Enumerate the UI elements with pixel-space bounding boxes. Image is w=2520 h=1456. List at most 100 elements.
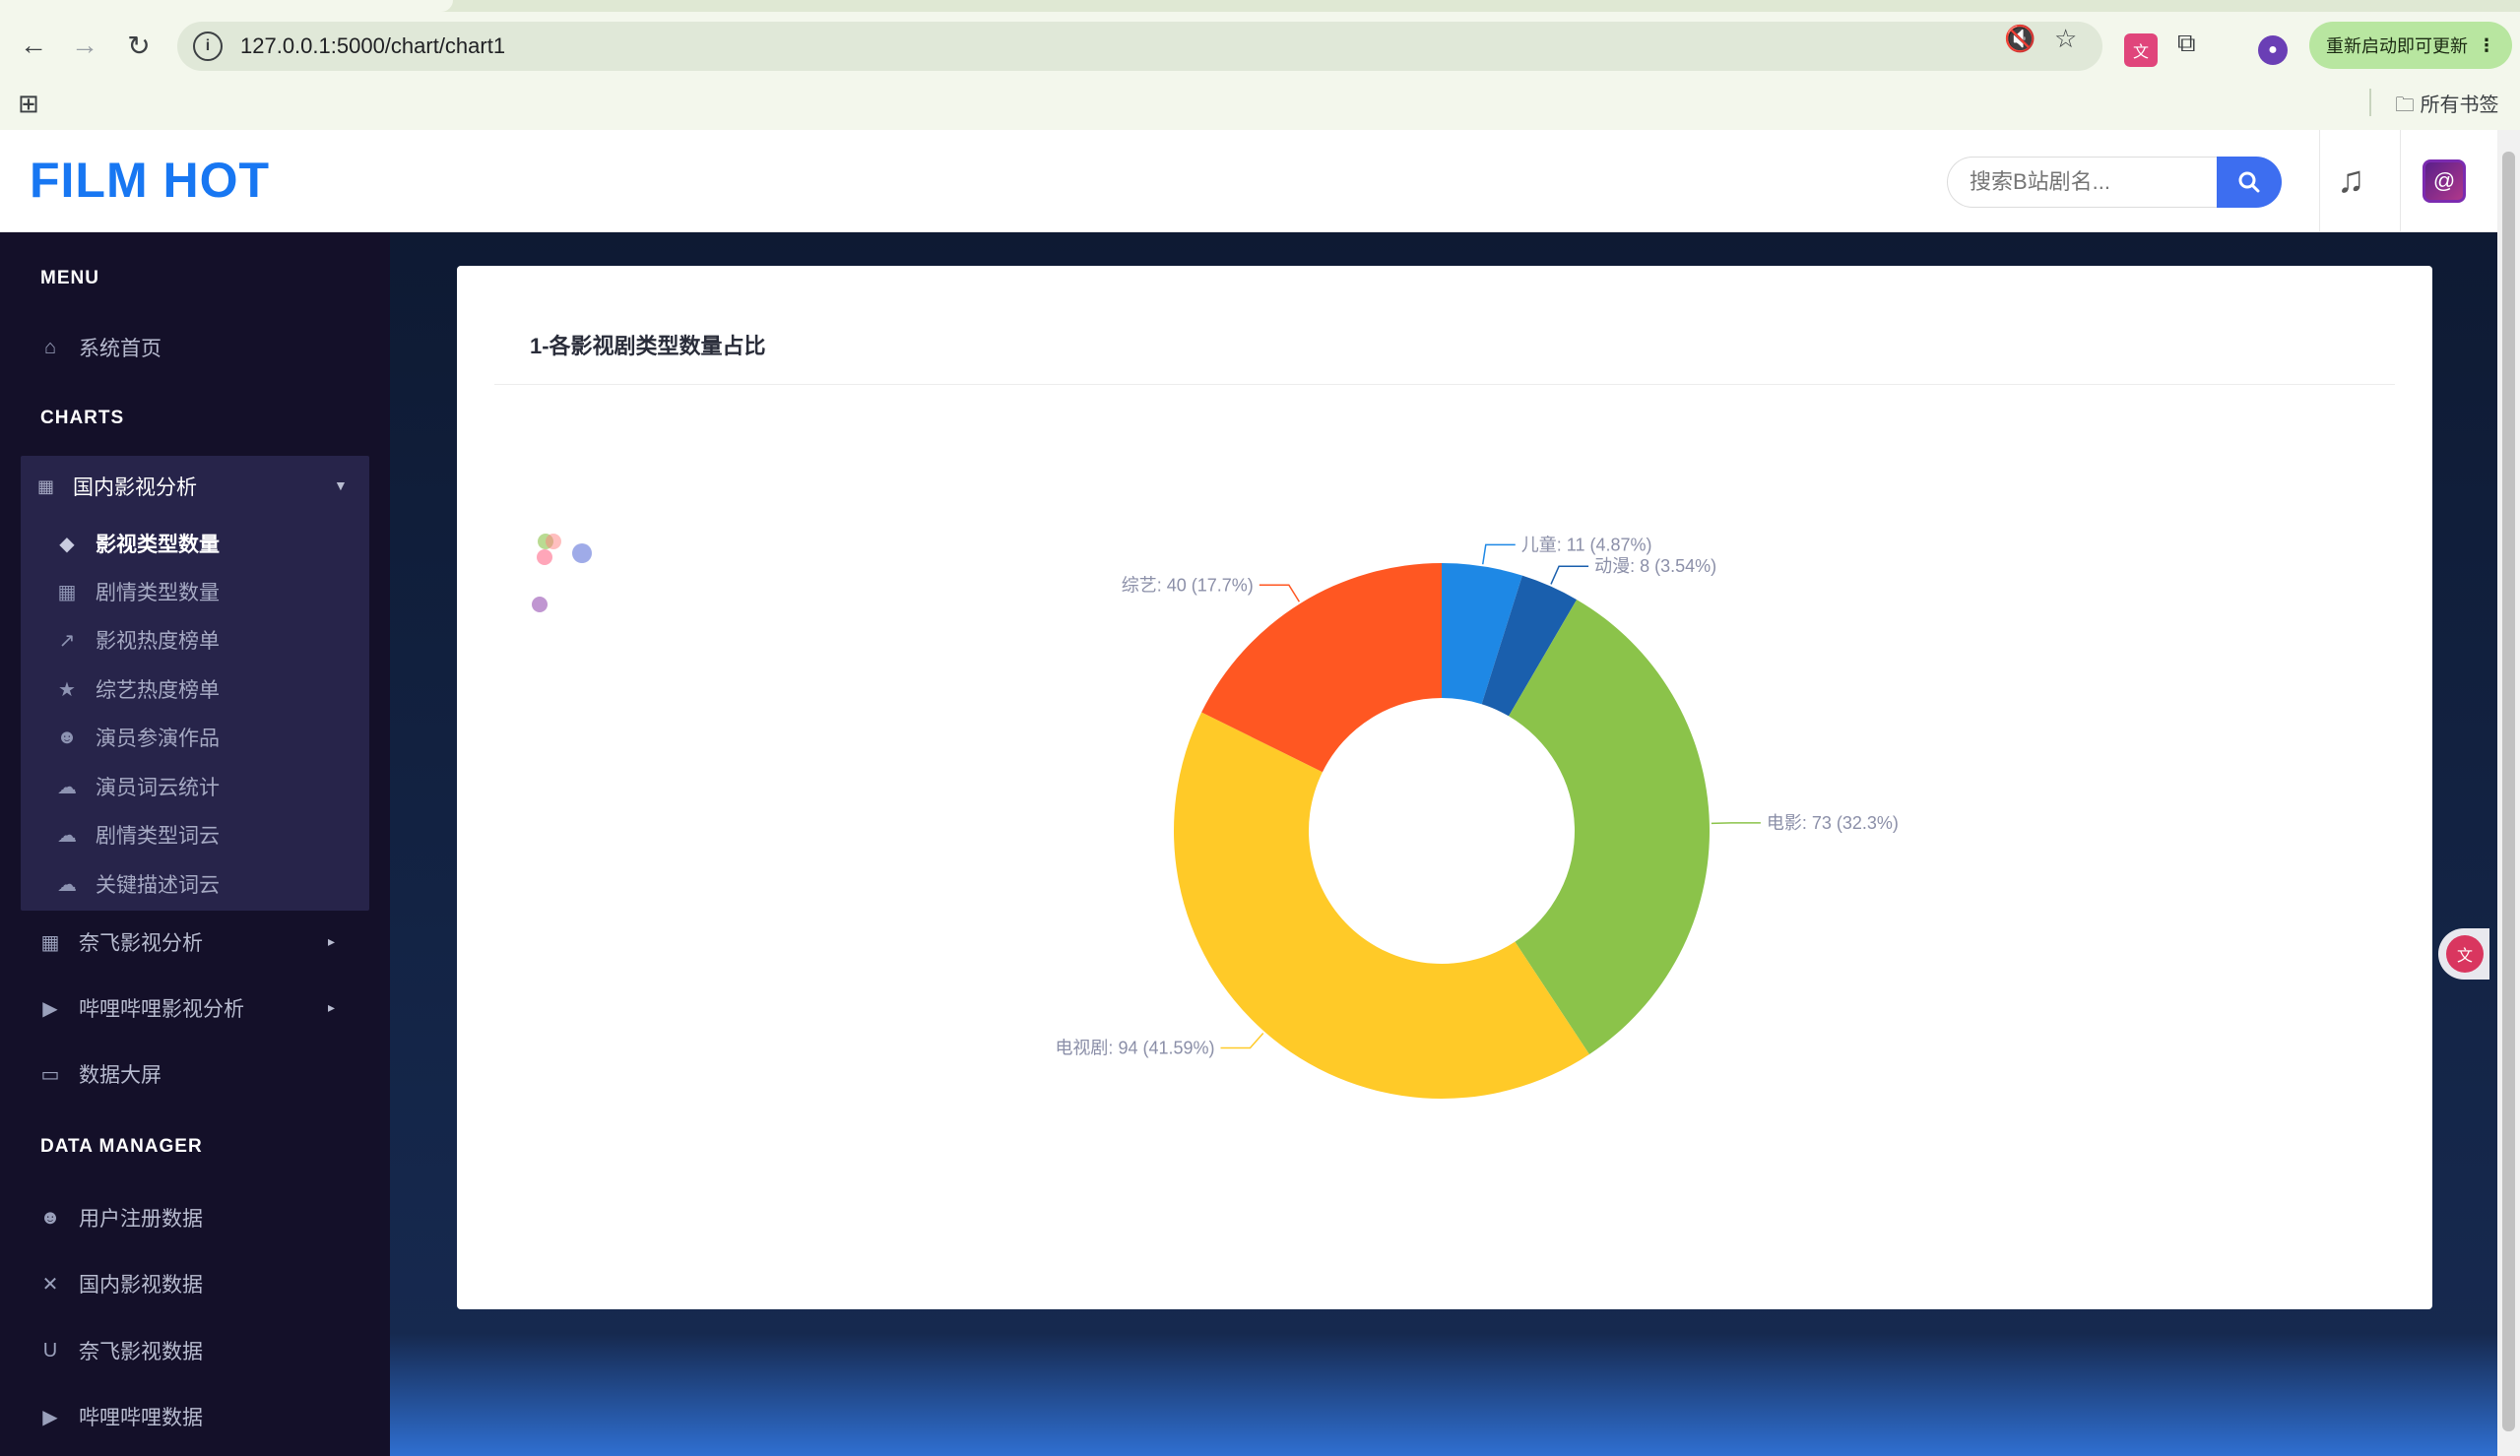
sidebar-item-netflix-data[interactable]: U 奈飞影视数据 — [37, 1336, 203, 1365]
app-header: FILM HOT ♫ @ — [0, 130, 2497, 232]
app-logo[interactable]: FILM HOT — [30, 153, 271, 208]
sidebar-item-actor-works[interactable]: ☻ 演员参演作品 — [54, 723, 220, 752]
donut-chart[interactable]: 儿童: 11 (4.87%) 动漫: 8 (3.54%) 电影: 73 (32.3%… — [457, 266, 2432, 1309]
muted-speaker-icon[interactable]: 🔇 — [2004, 24, 2036, 53]
sidebar-item-label: 演员参演作品 — [96, 728, 220, 750]
tab-strip — [0, 0, 2520, 12]
decor-dot — [532, 597, 548, 612]
extensions-puzzle-icon[interactable]: ⧉ — [2177, 28, 2196, 57]
update-button[interactable]: 重新启动即可更新 ⋮ — [2309, 22, 2512, 69]
pie-leader-line-3 — [1711, 822, 1761, 825]
sidebar-item-home[interactable]: ⌂ 系统首页 — [37, 333, 162, 362]
card-divider — [494, 384, 2395, 385]
sidebar-item-domestic-data[interactable]: ✕ 国内影视数据 — [37, 1269, 203, 1298]
address-url[interactable]: 127.0.0.1:5000/chart/chart1 — [240, 33, 506, 58]
reload-icon[interactable]: ↻ — [127, 30, 151, 61]
cloud-icon: ☁ — [57, 873, 77, 896]
header-separator — [2319, 130, 2320, 232]
sidebar-item-bilibili-data[interactable]: ▶ 哔哩哔哩数据 — [37, 1402, 203, 1431]
music-note-icon[interactable]: ♫ — [2337, 159, 2365, 201]
main-content: 1-各影视剧类型数量占比 儿童: 11 (4.87%) 动漫: 8 (3.54%)… — [390, 232, 2497, 1456]
profile-avatar-icon[interactable]: ● — [2258, 35, 2288, 65]
sidebar-item-label: 奈飞影视数据 — [79, 1341, 203, 1363]
monitor-icon: ▭ — [40, 1063, 60, 1086]
sidebar-item-label: 演员词云统计 — [96, 777, 220, 799]
forward-arrow-icon[interactable]: → — [71, 30, 98, 60]
sidebar-item-plot-wordcloud[interactable]: ☁ 剧情类型词云 — [54, 820, 220, 850]
translate-extension-icon[interactable]: 文 — [2124, 33, 2158, 67]
site-info-icon[interactable]: i — [193, 32, 223, 61]
sidebar-item-label: 关键描述词云 — [96, 874, 220, 897]
play-circle-icon: ▶ — [42, 997, 58, 1020]
back-arrow-icon[interactable]: ← — [20, 30, 47, 60]
pie-slice-1[interactable] — [1442, 563, 1522, 705]
pie-labels: 儿童: 11 (4.87%) 动漫: 8 (3.54%) 电影: 73 (32.3%… — [1055, 535, 1898, 1057]
floating-translate-button[interactable]: 文 — [2438, 928, 2489, 980]
bookmark-star-icon[interactable]: ☆ — [2054, 24, 2078, 53]
caret-down-icon: ▼ — [334, 477, 348, 493]
sidebar-item-type-count[interactable]: ◆ 影视类型数量 — [54, 529, 220, 558]
update-button-label: 重新启动即可更新 — [2326, 36, 2468, 56]
sidebar-item-label: 影视类型数量 — [96, 534, 220, 556]
folder-icon: 🗀 — [2395, 95, 2415, 116]
sidebar-item-popularity-ranking[interactable]: ↗ 影视热度榜单 — [54, 625, 220, 655]
pie-leader-line-4 — [1220, 1032, 1264, 1049]
pie-label-3: 电影: 73 (32.3%) — [1767, 813, 1899, 833]
users-icon: ☻ — [56, 726, 78, 748]
bookmarks-separator — [2369, 89, 2371, 116]
play-circle-icon: ▶ — [42, 1406, 58, 1428]
sidebar-item-label: 影视热度榜单 — [96, 630, 220, 653]
decor-dot — [537, 549, 552, 565]
magnet-icon: U — [42, 1339, 58, 1361]
sidebar-item-keyword-wordcloud[interactable]: ☁ 关键描述词云 — [54, 869, 220, 899]
sidebar: MENU ⌂ 系统首页 CHARTS ▦ 国内影视分析 ▼ ◆ 影视类型数量 ▦… — [0, 232, 390, 1456]
expand-icon: ✕ — [41, 1273, 59, 1296]
star-icon: ★ — [58, 678, 76, 701]
pie-slices — [1174, 563, 1710, 1099]
pie-slice-5[interactable] — [1201, 563, 1442, 773]
sidebar-item-label: 用户注册数据 — [79, 1208, 203, 1231]
pie-slice-4[interactable] — [1174, 712, 1589, 1099]
sidebar-item-label: 数据大屏 — [79, 1064, 162, 1087]
user-avatar[interactable]: @ — [2423, 159, 2466, 203]
sidebar-item-user-data[interactable]: ☻ 用户注册数据 — [37, 1203, 203, 1233]
pie-leader-line-1 — [1481, 543, 1516, 565]
sidebar-group-label: 国内影视分析 — [73, 476, 197, 499]
address-bar[interactable]: i 127.0.0.1:5000/chart/chart1 — [177, 22, 2102, 71]
pie-slice-3[interactable] — [1509, 600, 1710, 1054]
sidebar-item-variety-ranking[interactable]: ★ 综艺热度榜单 — [54, 674, 220, 704]
page-scrollbar[interactable] — [2497, 130, 2520, 1456]
pie-slice-2[interactable] — [1481, 575, 1578, 717]
card-title: 1-各影视剧类型数量占比 — [530, 334, 766, 358]
film-icon: ▦ — [37, 475, 55, 496]
active-tab[interactable] — [0, 0, 453, 12]
all-bookmarks[interactable]: 🗀 所有书签 — [2395, 89, 2499, 124]
search-icon — [2238, 171, 2260, 193]
sidebar-group-netflix[interactable]: ▦ 奈飞影视分析 — [37, 927, 203, 957]
users-icon: ☻ — [39, 1206, 61, 1229]
caret-right-icon: ▸ — [328, 999, 336, 1015]
sidebar-item-label: 哔哩哔哩数据 — [79, 1407, 203, 1429]
sidebar-item-actor-wordcloud[interactable]: ☁ 演员词云统计 — [54, 772, 220, 801]
pie-leader-line-2 — [1550, 565, 1589, 585]
search-input[interactable] — [1947, 157, 2217, 208]
decor-dot — [572, 543, 592, 563]
sidebar-group-domestic-header[interactable]: ▦ 国内影视分析 — [37, 472, 197, 501]
browser-chrome: ← → ↻ i 127.0.0.1:5000/chart/chart1 🔇 ☆ … — [0, 0, 2520, 130]
charts-section-title: CHARTS — [40, 408, 125, 428]
apps-grid-icon[interactable]: ⊞ — [18, 89, 39, 118]
sidebar-item-big-screen[interactable]: ▭ 数据大屏 — [37, 1059, 162, 1089]
sidebar-group-bilibili[interactable]: ▶ 哔哩哔哩影视分析 — [37, 993, 244, 1023]
grid-icon: ▦ — [57, 581, 77, 603]
scrollbar-thumb[interactable] — [2502, 152, 2515, 1431]
pie-leader-lines — [1220, 543, 1761, 1049]
data-manager-section-title: DATA MANAGER — [40, 1136, 203, 1157]
sidebar-item-label: 剧情类型数量 — [96, 582, 220, 604]
cloud-icon: ☁ — [57, 776, 77, 798]
search-button[interactable] — [2217, 157, 2282, 208]
sidebar-item-label: 剧情类型词云 — [96, 825, 220, 848]
sidebar-item-plot-type-count[interactable]: ▦ 剧情类型数量 — [54, 577, 220, 606]
cloud-icon: ☁ — [57, 824, 77, 847]
home-icon: ⌂ — [43, 336, 57, 358]
pie-label-5: 综艺: 40 (17.7%) — [1122, 575, 1254, 595]
